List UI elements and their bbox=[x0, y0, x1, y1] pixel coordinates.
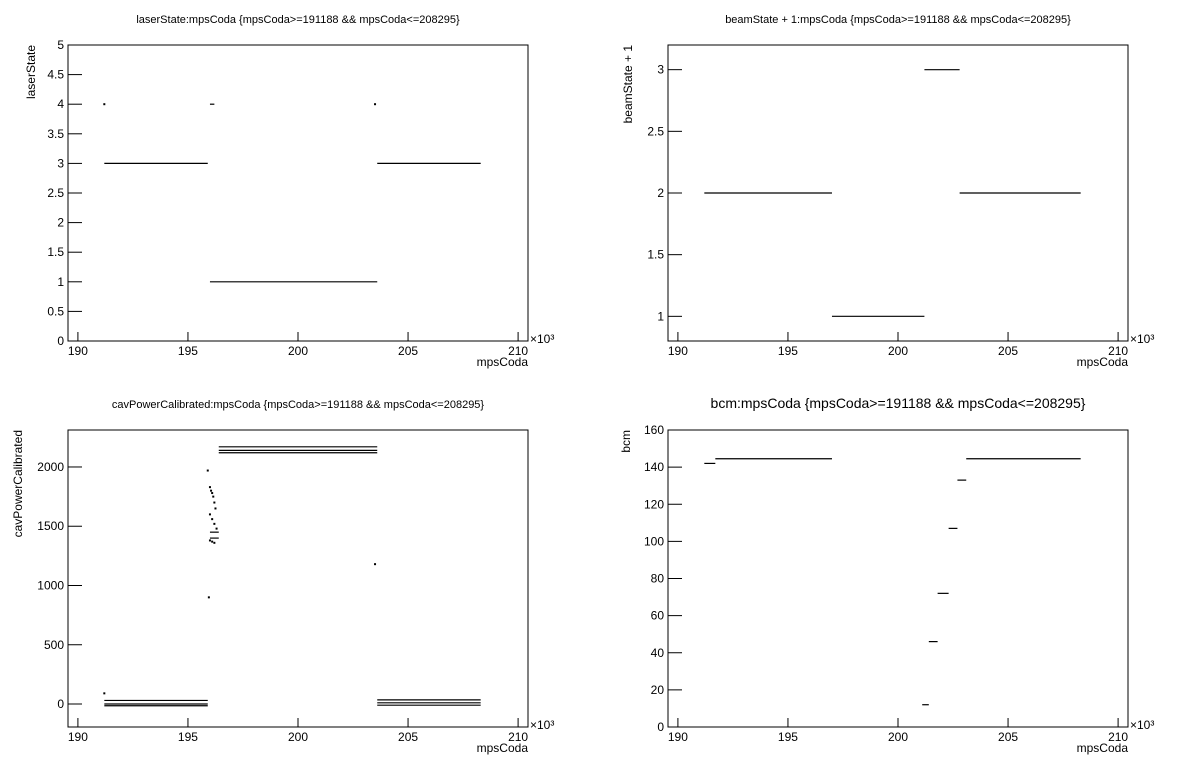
y-axis-label: cavPowerCalibrated bbox=[11, 430, 25, 537]
y-tick-label: 5 bbox=[57, 38, 64, 52]
x-axis-label: mpsCoda bbox=[477, 741, 529, 755]
y-tick-label: 1 bbox=[57, 275, 64, 289]
chart-title: bcm:mpsCoda {mpsCoda>=191188 && mpsCoda<… bbox=[711, 395, 1086, 411]
y-tick-label: 2.5 bbox=[647, 124, 664, 138]
x-exponent: ×10³ bbox=[530, 332, 554, 346]
x-tick-label: 200 bbox=[888, 730, 908, 744]
y-tick-label: 2.5 bbox=[47, 186, 64, 200]
x-tick-label: 200 bbox=[288, 730, 308, 744]
y-tick-label: 2000 bbox=[37, 460, 64, 474]
x-tick-label: 190 bbox=[68, 344, 88, 358]
x-tick-label: 205 bbox=[998, 344, 1018, 358]
y-tick-label: 160 bbox=[644, 423, 664, 437]
data-point bbox=[103, 692, 106, 695]
x-tick-label: 200 bbox=[288, 344, 308, 358]
x-tick-label: 190 bbox=[668, 344, 688, 358]
data-point bbox=[215, 527, 218, 530]
y-tick-label: 1.5 bbox=[47, 245, 64, 259]
y-tick-label: 120 bbox=[644, 497, 664, 511]
y-tick-label: 0 bbox=[57, 334, 64, 348]
x-exponent: ×10³ bbox=[1130, 332, 1154, 346]
y-tick-label: 3.5 bbox=[47, 127, 64, 141]
y-tick-label: 1 bbox=[657, 309, 664, 323]
x-tick-label: 195 bbox=[778, 344, 798, 358]
x-tick-label: 195 bbox=[778, 730, 798, 744]
x-tick-label: 205 bbox=[998, 730, 1018, 744]
y-tick-label: 2 bbox=[657, 186, 664, 200]
x-exponent: ×10³ bbox=[1130, 718, 1154, 732]
chart-title: beamState + 1:mpsCoda {mpsCoda>=191188 &… bbox=[725, 14, 1071, 26]
y-tick-label: 1.5 bbox=[647, 248, 664, 262]
data-point bbox=[374, 563, 377, 566]
y-tick-label: 0 bbox=[657, 720, 664, 734]
chart-title: laserState:mpsCoda {mpsCoda>=191188 && m… bbox=[136, 14, 460, 26]
x-tick-label: 195 bbox=[178, 730, 198, 744]
y-tick-label: 4 bbox=[57, 97, 64, 111]
y-axis-label: beamState + 1 bbox=[621, 45, 635, 124]
data-point bbox=[211, 518, 214, 521]
chart-title: cavPowerCalibrated:mpsCoda {mpsCoda>=191… bbox=[112, 399, 485, 411]
data-point bbox=[103, 103, 106, 106]
data-point bbox=[206, 469, 209, 472]
x-tick-label: 210 bbox=[508, 344, 528, 358]
x-exponent: ×10³ bbox=[530, 718, 554, 732]
y-axis-label: laserState bbox=[24, 45, 38, 99]
plot-frame bbox=[67, 429, 529, 728]
x-tick-label: 210 bbox=[1108, 344, 1128, 358]
x-tick-label: 205 bbox=[398, 730, 418, 744]
y-tick-label: 1500 bbox=[37, 519, 64, 533]
y-tick-label: 1000 bbox=[37, 578, 64, 592]
data-point bbox=[211, 540, 214, 543]
data-point bbox=[213, 541, 216, 544]
x-tick-label: 210 bbox=[1108, 730, 1128, 744]
y-tick-label: 4.5 bbox=[47, 68, 64, 82]
x-tick-label: 200 bbox=[888, 344, 908, 358]
y-tick-label: 140 bbox=[644, 460, 664, 474]
y-tick-label: 100 bbox=[644, 534, 664, 548]
y-tick-label: 3 bbox=[57, 156, 64, 170]
y-axis-label: bcm bbox=[619, 430, 633, 453]
x-tick-label: 210 bbox=[508, 730, 528, 744]
x-tick-label: 195 bbox=[178, 344, 198, 358]
y-tick-label: 2 bbox=[57, 216, 64, 230]
y-tick-label: 60 bbox=[651, 609, 665, 623]
data-point bbox=[208, 539, 211, 542]
x-axis-label: mpsCoda bbox=[1077, 355, 1129, 369]
plot-frame bbox=[67, 44, 529, 342]
data-point bbox=[210, 489, 213, 492]
data-point bbox=[207, 596, 210, 599]
x-tick-label: 190 bbox=[68, 730, 88, 744]
x-axis-label: mpsCoda bbox=[477, 355, 529, 369]
data-point bbox=[213, 522, 216, 525]
x-axis-label: mpsCoda bbox=[1077, 741, 1129, 755]
data-point bbox=[374, 103, 377, 106]
plot-frame bbox=[667, 429, 1129, 728]
data-point bbox=[208, 513, 211, 516]
y-tick-label: 80 bbox=[651, 572, 665, 586]
data-point bbox=[208, 486, 211, 489]
x-tick-label: 205 bbox=[398, 344, 418, 358]
y-tick-label: 500 bbox=[44, 638, 64, 652]
data-point bbox=[211, 492, 214, 495]
data-point bbox=[213, 501, 216, 504]
y-tick-label: 40 bbox=[651, 646, 665, 660]
y-tick-label: 0 bbox=[57, 697, 64, 711]
y-tick-label: 0.5 bbox=[47, 304, 64, 318]
y-tick-label: 3 bbox=[657, 63, 664, 77]
data-point bbox=[212, 495, 215, 498]
x-tick-label: 190 bbox=[668, 730, 688, 744]
data-point bbox=[214, 507, 217, 510]
y-tick-label: 20 bbox=[651, 683, 665, 697]
